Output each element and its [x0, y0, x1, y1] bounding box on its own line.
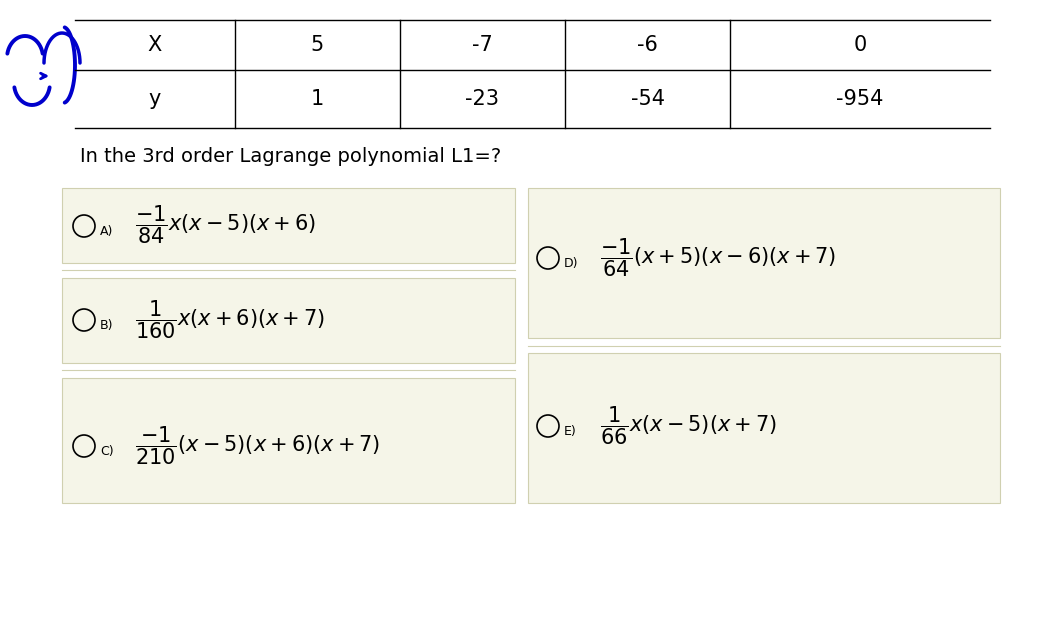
Text: D): D) — [564, 256, 579, 269]
Text: $\dfrac{1}{66}x(x-5)(x+7)$: $\dfrac{1}{66}x(x-5)(x+7)$ — [600, 405, 777, 447]
Text: 0: 0 — [854, 35, 866, 55]
Text: -23: -23 — [465, 89, 500, 109]
Text: $\dfrac{-1}{64}(x+5)(x-6)(x+7)$: $\dfrac{-1}{64}(x+5)(x-6)(x+7)$ — [600, 237, 836, 279]
Bar — [62, 378, 515, 503]
Text: $\dfrac{-1}{210}(x-5)(x+6)(x+7)$: $\dfrac{-1}{210}(x-5)(x+6)(x+7)$ — [135, 425, 380, 467]
Text: C): C) — [100, 444, 113, 457]
Bar — [528, 353, 1000, 503]
Text: B): B) — [100, 318, 113, 331]
Text: -7: -7 — [473, 35, 492, 55]
Text: y: y — [149, 89, 161, 109]
Text: $\dfrac{-1}{84}x(x-5)(x+6)$: $\dfrac{-1}{84}x(x-5)(x+6)$ — [135, 204, 316, 246]
Text: -6: -6 — [637, 35, 658, 55]
Text: E): E) — [564, 425, 577, 438]
Text: 5: 5 — [311, 35, 324, 55]
Bar — [62, 278, 515, 363]
Text: -954: -954 — [836, 89, 884, 109]
Text: -54: -54 — [631, 89, 664, 109]
Bar — [528, 188, 1000, 338]
Text: X: X — [148, 35, 162, 55]
Bar — [62, 188, 515, 263]
Text: In the 3rd order Lagrange polynomial L1=?: In the 3rd order Lagrange polynomial L1=… — [80, 146, 502, 166]
Text: A): A) — [100, 224, 113, 237]
Text: 1: 1 — [311, 89, 324, 109]
Text: $\dfrac{1}{160}x(x+6)(x+7)$: $\dfrac{1}{160}x(x+6)(x+7)$ — [135, 298, 325, 341]
